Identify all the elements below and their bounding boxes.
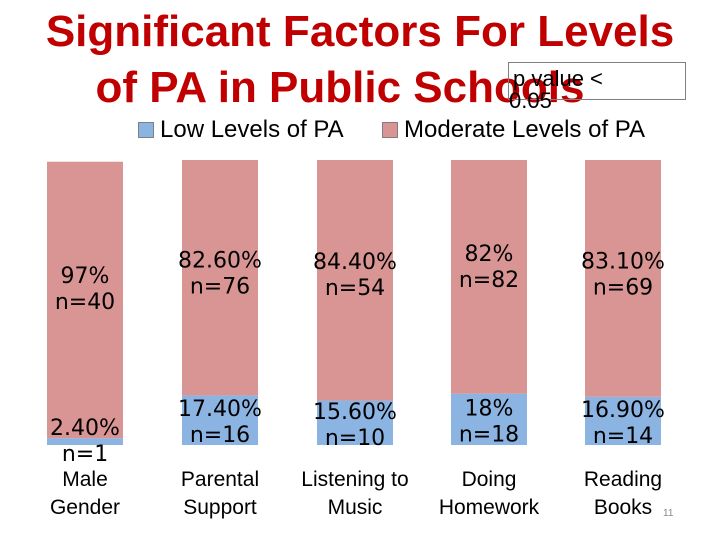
bar-low-parental-support [182,395,258,445]
data-label-moderate-parental-support-count: n=76 [190,275,250,300]
legend-label-low: Low Levels of PA [160,116,344,143]
title-line-2: of PA in Public Schools [95,63,585,112]
category-label-doing-homework-line-1: Doing [462,468,517,491]
bar-low-doing-homework [451,393,527,445]
legend-label-moderate: Moderate Levels of PA [404,116,646,143]
bar-low-male-gender [47,438,123,445]
data-label-low-male-gender-count: n=1 [62,442,108,467]
p-value-note-line-2: 0.05 [509,88,552,113]
legend-swatch-low [138,122,154,138]
title-line-1: Significant Factors For Levels [45,7,675,56]
data-label-low-listening-to-music-count: n=10 [325,426,385,451]
data-label-moderate-male-gender-count: n=40 [55,290,115,315]
bar-low-reading-books [585,396,661,445]
data-label-low-reading-books-count: n=14 [593,424,653,449]
data-label-moderate-doing-homework-count: n=82 [459,268,519,293]
p-value-note: p value < 0.05 [508,62,686,112]
bar-moderate-doing-homework [451,160,527,394]
category-label-listening-to-music-line-2: Music [328,496,383,519]
data-label-moderate-male-gender-percent: 97% [61,264,110,289]
data-label-moderate-doing-homework-percent: 82% [465,242,514,267]
data-label-moderate-reading-books-count: n=69 [593,275,653,300]
p-value-note-line-1: p value < [513,66,603,91]
data-label-low-reading-books-percent: 16.90% [581,398,665,423]
category-label-listening-to-music-line-1: Listening to [301,468,408,491]
data-label-moderate-listening-to-music-percent: 84.40% [313,250,397,275]
data-label-low-parental-support-percent: 17.40% [178,397,262,422]
data-label-low-male-gender-percent: 2.40% [50,416,120,441]
category-label-parental-support-line-1: Parental [181,468,259,491]
bar-moderate-listening-to-music [317,160,393,401]
data-label-low-parental-support-count: n=16 [190,423,250,448]
category-label-reading-books-line-1: Reading [584,468,662,491]
category-label-doing-homework-line-2: Homework [439,496,540,519]
data-label-moderate-reading-books-percent: 83.10% [581,249,665,274]
bar-moderate-parental-support [182,160,258,396]
data-label-moderate-listening-to-music-count: n=54 [325,276,385,301]
data-label-moderate-parental-support-percent: 82.60% [178,249,262,274]
data-label-low-doing-homework-percent: 18% [465,396,514,421]
bar-low-listening-to-music [317,400,393,445]
category-label-male-gender-line-2: Gender [50,496,120,519]
category-label-parental-support-line-2: Support [183,496,257,519]
bar-moderate-male-gender [47,161,123,439]
category-label-male-gender-line-1: Male [62,468,108,491]
data-label-low-listening-to-music-percent: 15.60% [313,400,397,425]
category-label-reading-books-line-2: Books [594,496,652,519]
page-number: 11 [663,508,674,519]
bar-moderate-reading-books [585,160,661,397]
data-label-low-doing-homework-count: n=18 [459,422,519,447]
legend-swatch-moderate [382,122,398,138]
